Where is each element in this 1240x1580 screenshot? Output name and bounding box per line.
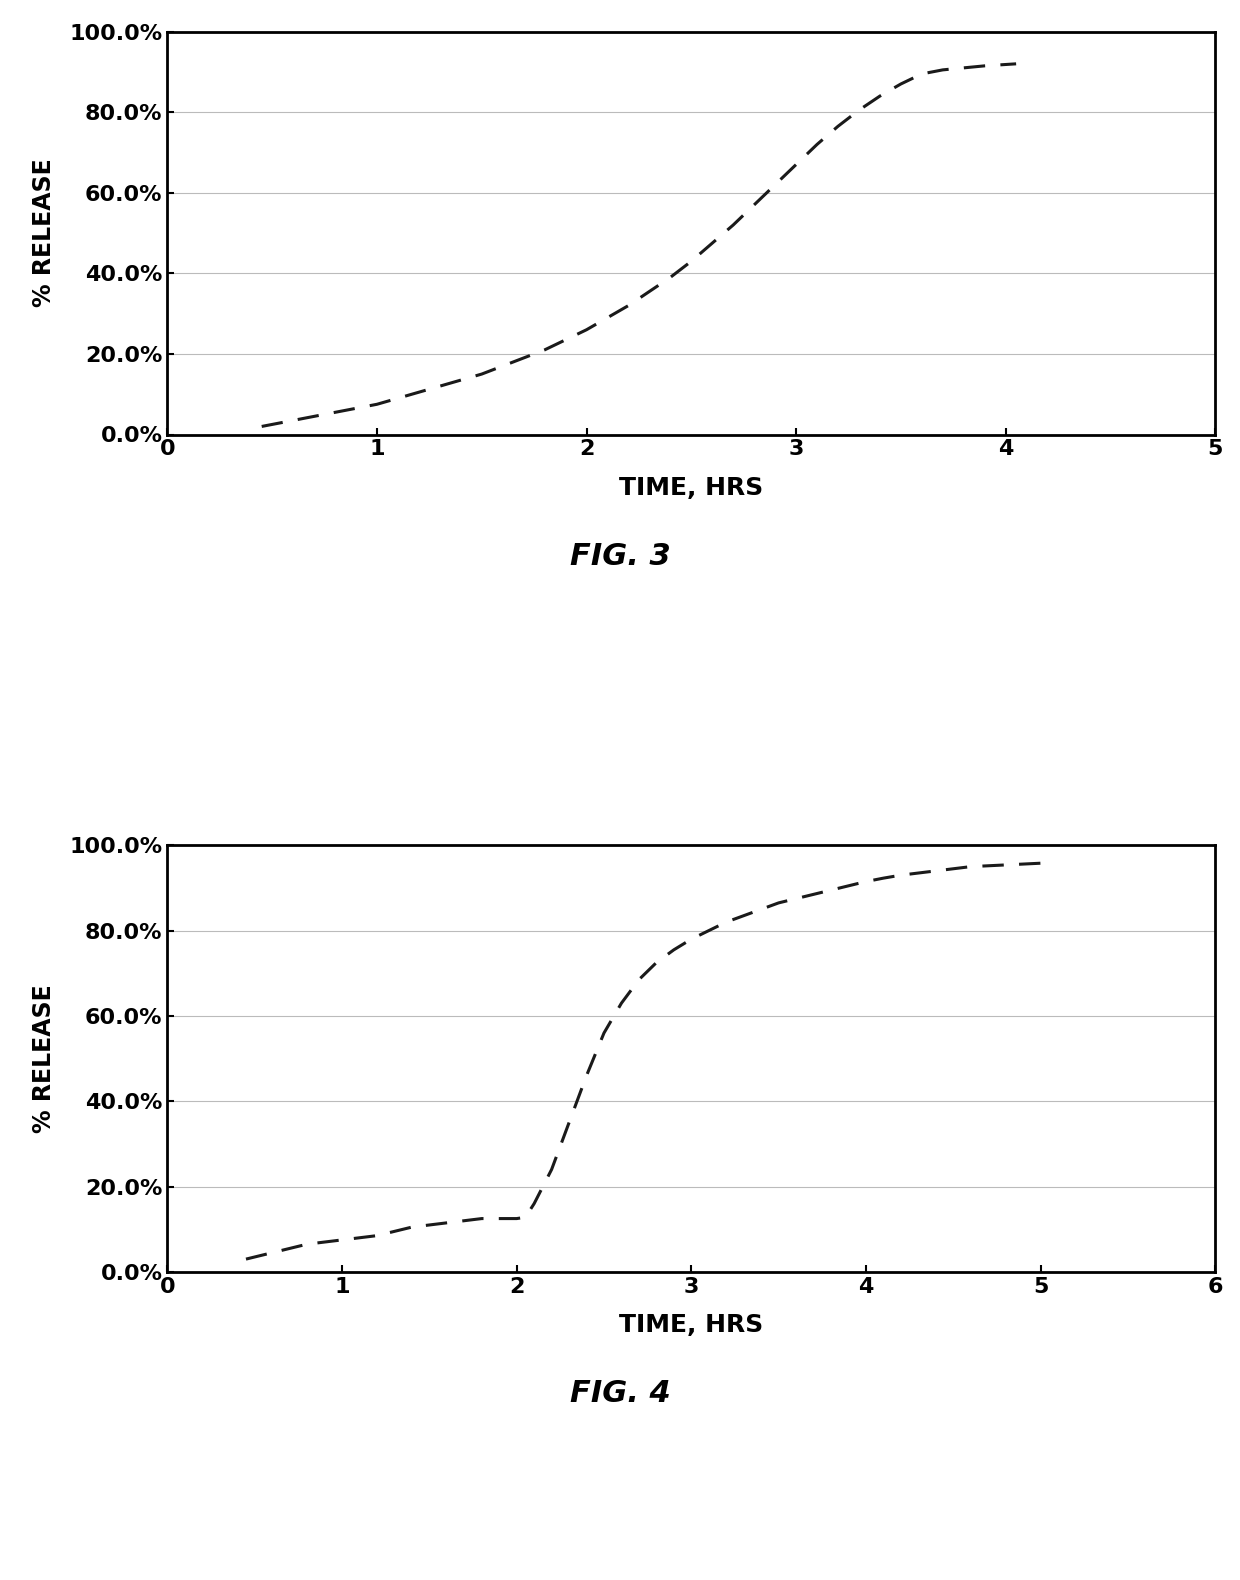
X-axis label: TIME, HRS: TIME, HRS (619, 476, 764, 499)
Y-axis label: % RELEASE: % RELEASE (31, 158, 56, 308)
Text: FIG. 3: FIG. 3 (569, 542, 671, 570)
Y-axis label: % RELEASE: % RELEASE (31, 984, 56, 1133)
X-axis label: TIME, HRS: TIME, HRS (619, 1313, 764, 1337)
Text: FIG. 4: FIG. 4 (569, 1379, 671, 1408)
